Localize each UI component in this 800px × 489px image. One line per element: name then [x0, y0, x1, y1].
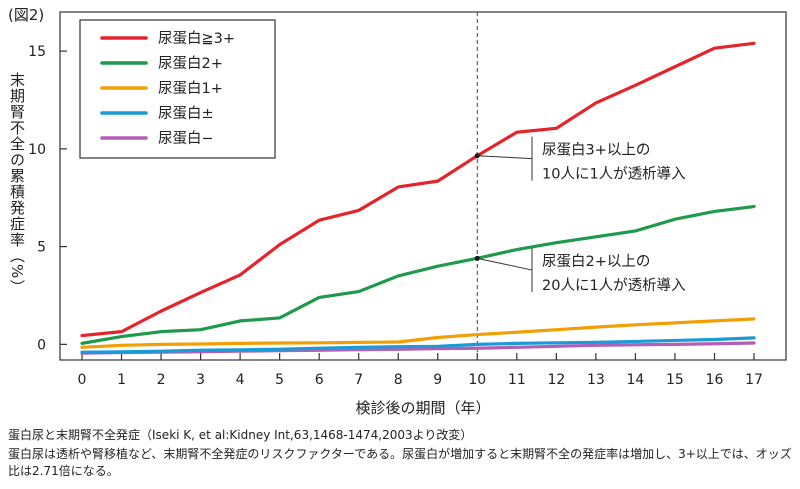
x-tick-label: 8 [394, 372, 403, 388]
x-tick-label: 16 [706, 372, 724, 388]
annotation-text: 10人に1人が透析導入 [542, 166, 686, 183]
x-tick-label: 12 [547, 372, 565, 388]
series-line [80, 41, 756, 338]
x-tick-label: 3 [196, 372, 205, 388]
x-axis-label: 検診後の期間（年） [355, 399, 490, 417]
caption-citation: （Iseki K, et al:Kidney Int,63,1468-1474,… [140, 428, 473, 442]
series-line [80, 317, 756, 349]
series-line [80, 204, 756, 345]
x-tick-label: 6 [315, 372, 324, 388]
x-tick-label: 15 [666, 372, 684, 388]
legend-label: 尿蛋白≧3+ [158, 30, 235, 47]
x-tick-label: 2 [157, 372, 166, 388]
annotation-leader [477, 155, 533, 160]
x-tick-label: 17 [745, 372, 763, 388]
x-tick-label: 5 [275, 372, 284, 388]
series-line [80, 336, 756, 354]
annotation-text: 20人に1人が透析導入 [542, 277, 686, 294]
y-tick-label: 0 [37, 337, 46, 353]
legend-label: 尿蛋白± [158, 105, 214, 122]
x-tick-label: 14 [626, 372, 644, 388]
x-tick-label: 10 [468, 372, 486, 388]
x-tick-label: 9 [433, 372, 442, 388]
x-tick-label: 7 [354, 372, 363, 388]
figure-label: (図2) [8, 6, 45, 24]
y-tick-label: 10 [28, 142, 46, 158]
x-tick-label: 0 [78, 372, 87, 388]
plot-frame [59, 11, 787, 361]
y-axis-label: 末期腎不全の累積発症率（%） [8, 72, 26, 296]
x-tick-label: 11 [508, 372, 526, 388]
x-tick-label: 4 [236, 372, 245, 388]
caption-body-2: 比は2.71倍になる。 [8, 464, 119, 478]
legend-label: 尿蛋白− [158, 130, 214, 147]
x-tick-label: 1 [117, 372, 126, 388]
caption-body: 蛋白尿は透析や腎移植など、末期腎不全発症のリスクファクターである。尿蛋白が増加す… [8, 447, 792, 461]
y-tick-label: 5 [37, 240, 46, 256]
annotation-text: 尿蛋白3+以上の [542, 142, 650, 159]
legend-label: 尿蛋白2+ [158, 55, 223, 72]
caption-title-text: 蛋白尿と末期腎不全発症 [8, 428, 141, 442]
legend-label: 尿蛋白1+ [158, 80, 223, 97]
x-tick-label: 13 [587, 372, 605, 388]
annotation-text: 尿蛋白2+以上の [542, 253, 650, 270]
caption-title: 蛋白尿と末期腎不全発症（Iseki K, et al:Kidney Int,63… [8, 427, 472, 444]
annotation-leader [477, 257, 533, 271]
y-tick-label: 15 [28, 44, 46, 60]
